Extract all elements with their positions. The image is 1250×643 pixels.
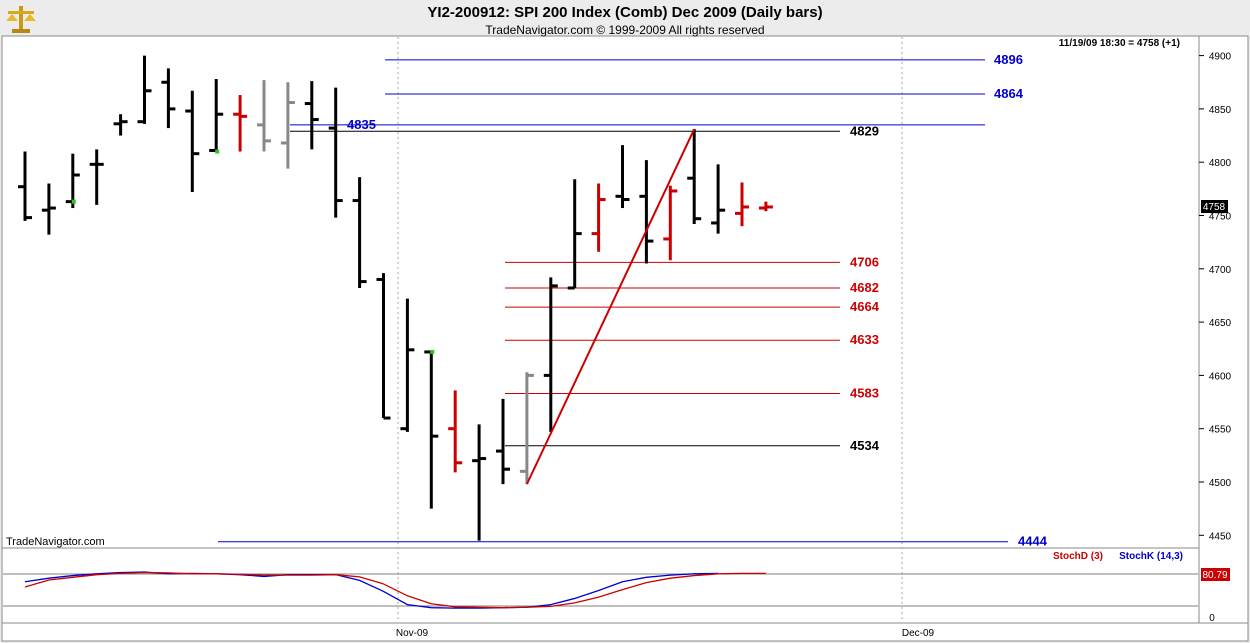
y-tick-label: 4450 — [1209, 531, 1232, 542]
ohlc-bar — [41, 183, 56, 235]
y-tick-label: 4750 — [1209, 212, 1232, 223]
ohlc-bar — [209, 79, 224, 152]
signal-marker — [430, 349, 435, 354]
ohlc-bar — [304, 81, 319, 150]
stochastic-lines — [24, 571, 766, 609]
ohlc-bars — [18, 55, 773, 541]
ohlc-bar — [472, 424, 487, 541]
y-tick-label: 4800 — [1209, 158, 1232, 169]
level-label: 4864 — [994, 86, 1024, 101]
x-axis-labels: Nov-09 Dec-09 — [396, 628, 935, 639]
trendline — [525, 128, 696, 485]
level-label: 4829 — [850, 123, 879, 138]
ohlc-bar — [687, 129, 702, 225]
ohlc-bar — [89, 149, 104, 205]
stoch-value-tag: 80.79 — [1202, 570, 1227, 581]
level-label: 4444 — [1018, 534, 1048, 549]
signal-marker — [71, 199, 76, 204]
legend-stochd: StochD (3) — [1053, 551, 1103, 562]
ohlc-bar — [280, 82, 295, 169]
y-axis-ticks: 4900 4850 4800 4750 4700 4650 4600 4550 4500 4450 — [1199, 52, 1232, 542]
y-tick-label: 4550 — [1209, 425, 1232, 436]
trend-line — [525, 128, 696, 485]
ohlc-bar — [400, 298, 415, 432]
x-axis-label: Nov-09 — [396, 628, 429, 639]
legend-stochk: StochK (14,3) — [1119, 551, 1183, 562]
signal-marker — [215, 149, 220, 154]
level-lines: 4896 4864 4835 4829 4706 4682 4664 4633 4583 4534… — [218, 52, 1048, 549]
ohlc-bar — [185, 90, 200, 193]
level-label: 4682 — [850, 280, 879, 295]
level-label: 4835 — [347, 117, 376, 132]
price-panel — [1, 35, 1200, 549]
ohlc-bar — [233, 95, 248, 152]
level-label: 4896 — [994, 52, 1023, 67]
ohlc-bar — [161, 68, 176, 129]
ohlc-bar — [328, 87, 343, 218]
stoch-value-tag-bg — [1201, 568, 1230, 581]
y-tick-label: 4850 — [1209, 105, 1232, 116]
scales-icon[interactable] — [4, 3, 38, 35]
y-tick-label: 4900 — [1209, 52, 1232, 63]
level-label: 4534 — [850, 438, 880, 453]
x-axis-label: Dec-09 — [902, 628, 935, 639]
ohlc-bar — [113, 114, 128, 136]
ohlc-bar — [18, 151, 32, 221]
ohlc-bar — [496, 398, 510, 485]
ohlc-bar — [663, 185, 678, 261]
stoch-d-line — [24, 571, 766, 609]
ohlc-bar — [376, 273, 391, 420]
y-tick-label: 4500 — [1209, 478, 1232, 489]
y-tick-label: 4650 — [1209, 318, 1232, 329]
level-label: 4706 — [850, 254, 879, 269]
level-label: 4633 — [850, 332, 879, 347]
ohlc-bar — [711, 164, 726, 234]
ohlc-bar — [735, 182, 749, 227]
level-label: 4583 — [850, 386, 879, 401]
ohlc-bar — [137, 55, 152, 124]
ohlc-bar — [257, 80, 271, 152]
chart-subtitle: TradeNavigator.com © 1999-2009 All right… — [485, 23, 765, 37]
x-axis-panel — [1, 622, 1249, 642]
ohlc-bar — [65, 153, 80, 209]
watermark-text: TradeNavigator.com — [6, 536, 105, 548]
chart-title: YI2-200912: SPI 200 Index (Comb) Dec 200… — [427, 4, 823, 21]
last-price-tag: 4758 — [1203, 202, 1226, 213]
level-label: 4664 — [850, 299, 880, 314]
ohlc-bar — [758, 201, 773, 212]
ohlc-bar — [352, 177, 367, 288]
ohlc-bar — [543, 277, 558, 432]
last-price-tag-bg — [1201, 200, 1228, 213]
ohlc-bar — [424, 350, 439, 509]
ohlc-bar — [639, 160, 654, 264]
y-tick-label: 4600 — [1209, 371, 1232, 382]
y-axis-panel — [1198, 35, 1249, 624]
ohlc-bar — [567, 179, 582, 290]
y-tick-label: 4700 — [1209, 265, 1232, 276]
ohlc-bar — [615, 145, 630, 209]
indicator-panel — [1, 547, 1200, 624]
info-readout: 11/19/09 18:30 = 4758 (+1) — [1059, 38, 1180, 49]
ohlc-bar — [448, 390, 463, 473]
indicator-y-tick: 0 — [1209, 613, 1215, 624]
ohlc-bar — [591, 183, 606, 252]
ohlc-bar — [519, 372, 534, 485]
